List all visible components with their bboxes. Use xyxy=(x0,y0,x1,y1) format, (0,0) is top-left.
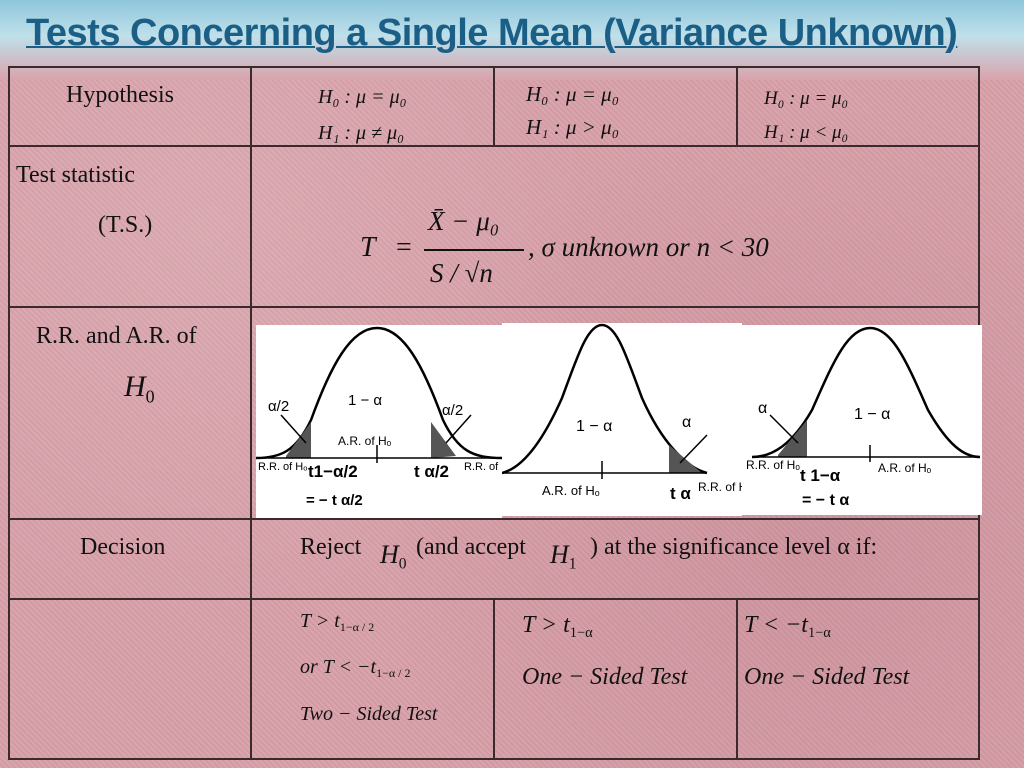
crit-label: t 1−α xyxy=(800,466,841,485)
center-area-label: 1 − α xyxy=(348,392,382,409)
tail-label: α xyxy=(758,400,767,417)
decision-at-level: ) at the significance level α if: xyxy=(590,534,878,560)
hypothesis-label: Hypothesis xyxy=(66,82,174,108)
hyp2-h1: H₁ : μ > μ₀ xyxy=(526,115,620,139)
tail-label: α xyxy=(682,414,691,431)
rule3-type: One − Sided Test xyxy=(744,664,910,690)
test-statistic-label: Test statistic xyxy=(16,162,135,188)
ar-label: A.R. of Hₒ xyxy=(338,434,392,448)
crit-left-alt-label: = − t α/2 xyxy=(306,492,363,509)
rr-left-label: R.R. of Hₒ xyxy=(258,461,307,473)
rule2-line1: T > t1−α xyxy=(522,612,593,642)
decision-h0: H0 xyxy=(380,540,407,573)
left-sided-curve-panel: α 1 − α A.R. of Hₒ R.R. of Hₒ t 1−α = − … xyxy=(742,325,982,515)
formula-denominator: S / √n xyxy=(430,258,493,288)
formula-lhs: T xyxy=(360,232,376,263)
ar-label: A.R. of Hₒ xyxy=(878,461,932,475)
rr-label: R.R. of Hₒ xyxy=(698,480,742,494)
h0-symbol: H0 xyxy=(124,370,155,407)
slide-title: Tests Concerning a Single Mean (Variance… xyxy=(26,12,958,54)
fraction-bar xyxy=(424,249,524,251)
crit-left-label: t1−α/2 xyxy=(308,462,358,481)
rr-label: R.R. of Hₒ xyxy=(746,458,800,472)
center-area-label: 1 − α xyxy=(854,406,890,423)
crit-alt-label: = − t α xyxy=(802,492,849,509)
rule3-line1: T < −t1−α xyxy=(744,612,831,642)
right-tail-label: α/2 xyxy=(442,402,463,419)
decision-label: Decision xyxy=(80,534,166,560)
center-area-label: 1 − α xyxy=(576,418,612,435)
decision-reject: Reject xyxy=(300,534,362,560)
ar-label: A.R. of Hₒ xyxy=(542,483,600,498)
crit-label: t α xyxy=(670,484,691,503)
rule1-line1: T > t1−α / 2 xyxy=(300,610,375,635)
hyp1-h0: H₀ : μ = μ₀ xyxy=(318,86,407,108)
right-tail-shade xyxy=(669,445,702,473)
hyp2-h0: H₀ : μ = μ₀ xyxy=(526,82,620,106)
formula-numerator: X̄ − μ₀ xyxy=(428,206,500,236)
hyp3-h1: H₁ : μ < μ₀ xyxy=(764,122,849,143)
left-tail-shade xyxy=(286,422,311,458)
rule2-type: One − Sided Test xyxy=(522,664,688,690)
decision-and-accept: (and accept xyxy=(416,534,526,560)
right-sided-curve-panel: 1 − α α A.R. of Hₒ t α R.R. of Hₒ xyxy=(501,323,752,516)
right-tail-shade xyxy=(431,422,456,458)
rr-right-label: R.R. of Hₒ xyxy=(464,461,502,473)
test-statistic-abbrev: (T.S.) xyxy=(98,212,153,238)
formula-condition: , σ unknown or n < 30 xyxy=(528,232,769,262)
hyp3-h0: H₀ : μ = μ₀ xyxy=(764,88,849,109)
rule1-type: Two − Sided Test xyxy=(300,703,438,725)
crit-right-label: t α/2 xyxy=(414,462,449,481)
formula-equals: = xyxy=(396,232,412,263)
left-tail-label: α/2 xyxy=(268,398,289,415)
rule1-line2: or T < −t1−α / 2 xyxy=(300,656,411,681)
rr-ar-label: R.R. and A.R. of xyxy=(36,323,197,349)
hyp1-h1: H₁ : μ ≠ μ₀ xyxy=(318,122,405,144)
decision-h1: H1 xyxy=(550,540,577,573)
two-sided-curve-panel: α/2 α/2 1 − α A.R. of Hₒ R.R. of Hₒ R.R.… xyxy=(255,325,513,518)
